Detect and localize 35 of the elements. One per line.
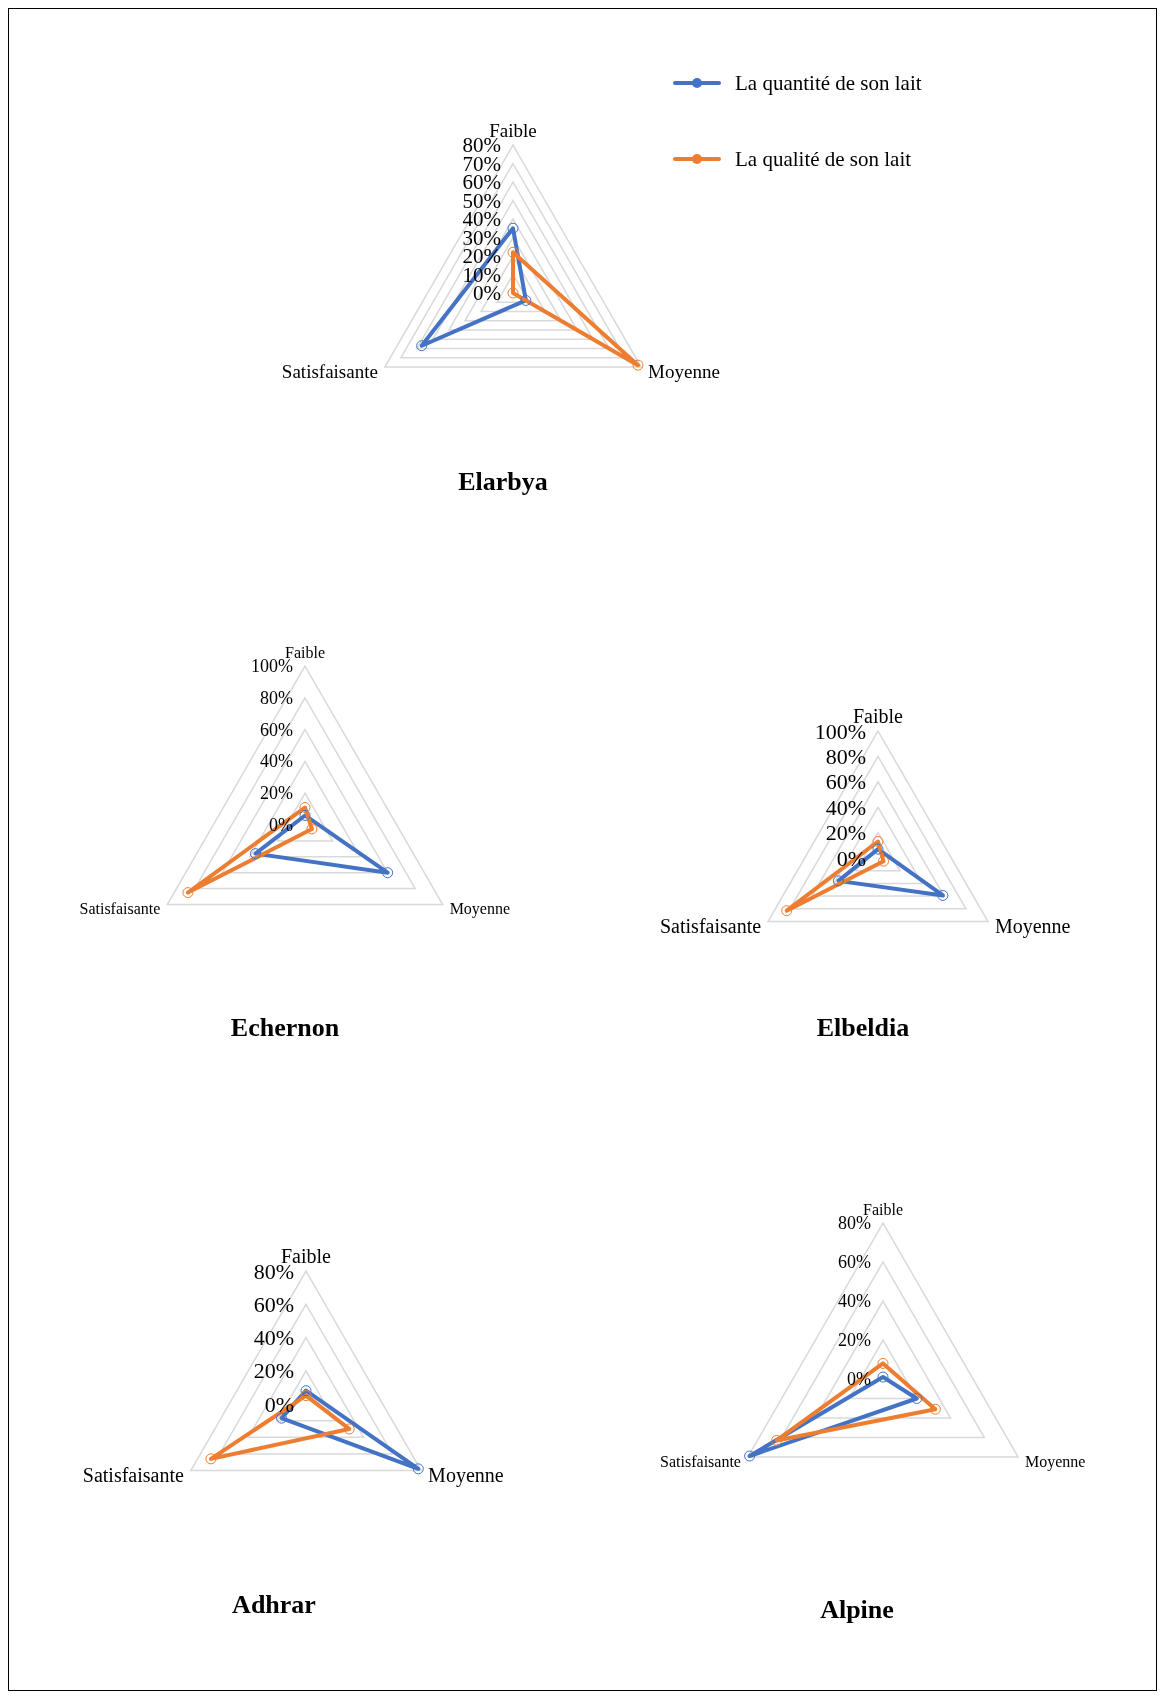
spoke-label: Satisfaisante bbox=[660, 1452, 741, 1470]
y-tick-label: 80% bbox=[260, 687, 293, 708]
y-tick-label: 20% bbox=[253, 1358, 294, 1384]
spoke-label: Satisfaisante bbox=[659, 914, 762, 937]
y-tick-label: 60% bbox=[825, 769, 866, 795]
y-tick-label: 40% bbox=[253, 1325, 294, 1350]
spoke-label: Satisfaisante bbox=[82, 1463, 184, 1486]
spoke-label: Moyenne bbox=[994, 914, 1071, 938]
spoke-label: Moyenne bbox=[1025, 1452, 1086, 1471]
spoke-label: Faible bbox=[863, 1201, 903, 1218]
y-tick-label: 40% bbox=[838, 1291, 871, 1311]
spoke-label: Satisfaisante bbox=[281, 360, 378, 382]
y-tick-label: 60% bbox=[260, 719, 293, 740]
y-tick-label: 80% bbox=[825, 743, 866, 769]
y-tick-label: 40% bbox=[825, 794, 866, 820]
y-tick-label: 0% bbox=[264, 1391, 294, 1417]
spoke-label: Satisfaisante bbox=[79, 900, 161, 918]
legend-label: La quantité de son lait bbox=[735, 70, 922, 96]
legend-label: La qualité de son lait bbox=[735, 146, 912, 172]
y-tick-label: 60% bbox=[253, 1291, 294, 1317]
text: Elbeldia bbox=[815, 1013, 911, 1043]
y-tick-label: 20% bbox=[825, 820, 866, 846]
y-tick-label: 20% bbox=[838, 1330, 871, 1350]
text: Elarbya bbox=[457, 467, 549, 497]
spoke-label: Moyenne bbox=[449, 900, 511, 919]
spoke-label: Moyenne bbox=[648, 360, 720, 382]
y-tick-label: 40% bbox=[260, 751, 293, 772]
spoke-label: Faible bbox=[285, 644, 325, 661]
text: Alpine bbox=[819, 1595, 895, 1625]
y-tick-label: 60% bbox=[838, 1252, 871, 1272]
spoke-label: Moyenne bbox=[428, 1463, 504, 1487]
text: Adhrar bbox=[231, 1590, 317, 1620]
y-tick-label: 0% bbox=[473, 281, 501, 305]
text: Echernon bbox=[229, 1013, 341, 1043]
y-tick-label: 20% bbox=[260, 783, 293, 804]
